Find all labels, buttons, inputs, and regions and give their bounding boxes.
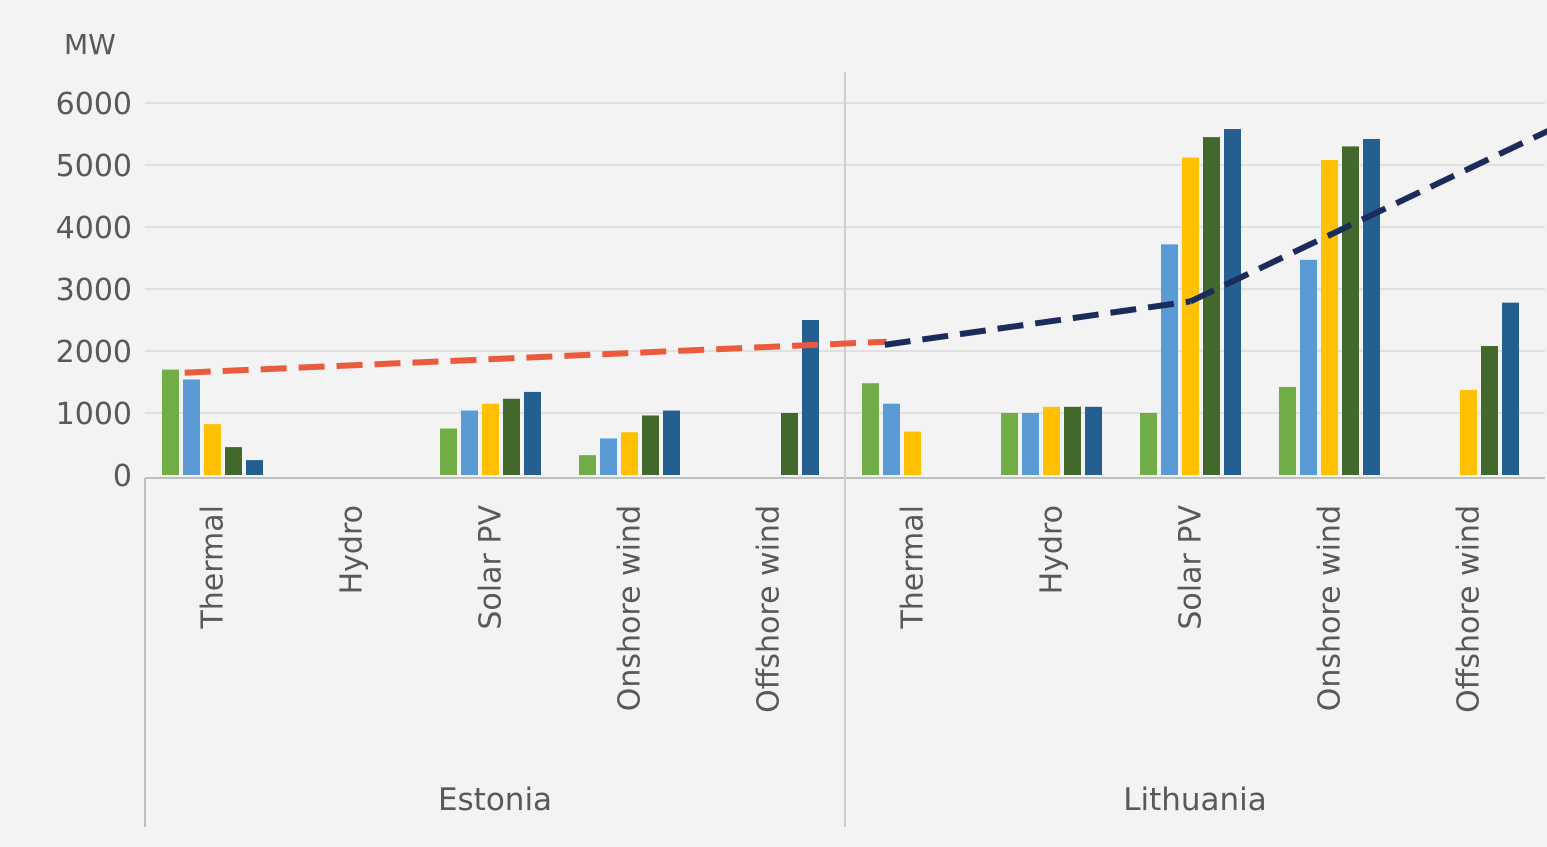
bar (246, 460, 263, 475)
category-label: Thermal (896, 505, 931, 630)
bar (503, 398, 520, 475)
bar (1182, 157, 1199, 475)
bar (162, 369, 179, 475)
bar (1161, 244, 1178, 475)
bar (1224, 129, 1241, 476)
group-label: Lithuania (1123, 782, 1267, 818)
bar (204, 424, 221, 475)
bar (883, 403, 900, 475)
bar (183, 379, 200, 475)
y-axis-unit-label: MW (64, 28, 116, 61)
y-tick-label: 1000 (56, 397, 132, 432)
bar (579, 455, 596, 475)
group-label: Estonia (438, 782, 552, 818)
bar (600, 438, 617, 475)
y-tick-label: 2000 (56, 335, 132, 370)
bar (642, 415, 659, 475)
category-label: Onshore wind (613, 505, 648, 711)
bar (1022, 413, 1039, 475)
bar (1460, 390, 1477, 475)
category-label: Hydro (335, 505, 370, 594)
bar (621, 432, 638, 475)
axis-labels: MW 0 1000 2000 3000 4000 5000 6000 Thermal Hydro… (56, 28, 1487, 818)
y-tick-label: 5000 (56, 149, 132, 184)
bar (1001, 413, 1018, 475)
bar (1481, 346, 1498, 475)
bar (663, 410, 680, 475)
trend-lines (184, 128, 1547, 376)
y-tick-label: 0 (113, 459, 132, 494)
bar (524, 391, 541, 475)
category-label: Solar PV (474, 505, 509, 630)
bar (1342, 146, 1359, 475)
bar (440, 428, 457, 475)
bar (1064, 406, 1081, 475)
bar (1140, 413, 1157, 475)
y-tick-label: 6000 (56, 87, 132, 122)
bar (802, 320, 819, 475)
bar (1085, 406, 1102, 475)
y-tick-label: 3000 (56, 273, 132, 308)
bar (482, 403, 499, 475)
bar (1502, 302, 1519, 475)
bar (1363, 138, 1380, 475)
bar (862, 383, 879, 475)
category-label: Solar PV (1174, 505, 1209, 630)
bar (904, 431, 921, 475)
bar (1203, 137, 1220, 475)
bar (225, 447, 242, 475)
category-label: Offshore wind (1452, 505, 1487, 713)
category-label: Onshore wind (1313, 505, 1348, 711)
category-label: Offshore wind (752, 505, 787, 713)
bar (1279, 386, 1296, 475)
y-tick-label: 4000 (56, 211, 132, 246)
trend-line (884, 298, 1191, 348)
axes (144, 72, 1545, 827)
bars (162, 129, 1519, 476)
bar (1300, 259, 1317, 475)
bar (781, 413, 798, 475)
bar (1043, 406, 1060, 475)
category-label: Thermal (196, 505, 231, 630)
bar (461, 410, 478, 475)
category-label: Hydro (1035, 505, 1070, 594)
bar (1321, 160, 1338, 476)
trend-line (184, 338, 887, 376)
